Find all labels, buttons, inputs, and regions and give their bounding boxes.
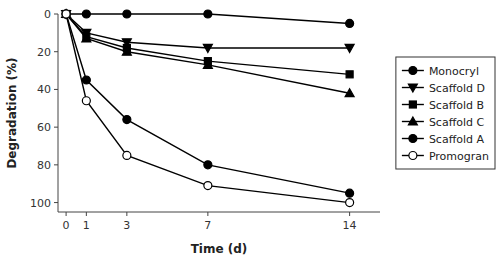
legend-label: Scaffold C (429, 116, 485, 129)
axes: 013714020406080100 (30, 8, 380, 232)
point (203, 44, 212, 52)
x-tick (126, 212, 127, 216)
legend-label: Scaffold D (429, 82, 485, 95)
point (62, 10, 70, 18)
y-tick (54, 51, 58, 52)
x-axis-line (58, 212, 380, 213)
x-tick-label: 7 (204, 219, 211, 232)
legend-marker (409, 101, 416, 108)
legend-marker (409, 135, 417, 143)
y-axis-line (58, 14, 59, 212)
point (203, 60, 212, 68)
y-tick-label: 60 (37, 121, 51, 134)
legend-marker (408, 117, 417, 125)
series-line (66, 14, 350, 93)
legend-marker (409, 152, 417, 160)
y-tick-label: 20 (37, 46, 51, 59)
point (82, 97, 90, 105)
legend-box (396, 57, 495, 169)
y-tick-label: 0 (44, 8, 51, 21)
point (204, 10, 212, 18)
y-tick (54, 202, 58, 203)
point (204, 182, 212, 190)
series-line (66, 14, 350, 193)
legend-marker (409, 67, 417, 75)
legend-label: Monocryl (429, 65, 479, 78)
y-tick (54, 164, 58, 165)
point (123, 151, 131, 159)
legend: Monocryl Scaffold D Scaffold B Scaffold C Sc… (396, 57, 495, 169)
point (346, 19, 354, 27)
series-line (66, 14, 350, 203)
point (346, 71, 353, 78)
page: {"chart_data": {"type": "line", "x": [0,… (0, 0, 500, 265)
x-tick-label: 0 (63, 219, 70, 232)
y-tick-label: 40 (37, 83, 51, 96)
x-tick (66, 212, 67, 216)
point (82, 10, 90, 18)
legend-label: Promogran (429, 150, 489, 163)
point (63, 11, 70, 18)
y-axis-label: Degradation (%) (5, 57, 19, 168)
x-tick (86, 212, 87, 216)
y-tick (54, 89, 58, 90)
x-tick-label: 14 (343, 219, 357, 232)
point (345, 89, 354, 97)
y-tick (54, 14, 58, 15)
point (345, 44, 354, 52)
point (62, 10, 70, 18)
chart: 013714020406080100Time (d)Degradation (%… (0, 0, 500, 265)
plot-data (62, 10, 355, 207)
y-tick (54, 127, 58, 128)
point (82, 76, 90, 84)
point (123, 116, 131, 124)
series-line (66, 14, 350, 74)
point (62, 11, 71, 19)
x-tick (349, 212, 350, 216)
x-tick-label: 1 (83, 219, 90, 232)
point (62, 10, 71, 18)
point (123, 10, 131, 18)
x-tick-label: 3 (123, 219, 130, 232)
point (204, 161, 212, 169)
y-tick-label: 100 (30, 197, 51, 210)
point (346, 189, 354, 197)
point (122, 47, 131, 55)
x-axis-label: Time (d) (191, 242, 248, 256)
x-tick (207, 212, 208, 216)
point (82, 34, 91, 42)
legend-marker (408, 84, 417, 92)
point (346, 199, 354, 207)
legend-label: Scaffold A (429, 133, 485, 146)
point (62, 10, 70, 18)
legend-label: Scaffold B (429, 99, 484, 112)
y-tick-label: 80 (37, 159, 51, 172)
